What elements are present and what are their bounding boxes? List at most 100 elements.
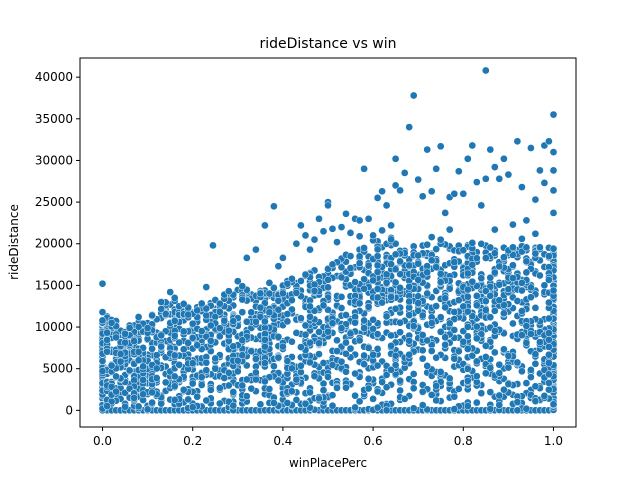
data-point — [518, 307, 526, 315]
data-point — [445, 319, 454, 328]
data-point — [504, 170, 513, 179]
data-point — [414, 259, 423, 268]
data-point — [148, 388, 156, 397]
data-point — [107, 318, 116, 327]
data-point — [179, 385, 188, 394]
data-point — [427, 319, 436, 327]
data-point — [103, 402, 111, 410]
data-point — [175, 360, 184, 369]
data-point — [427, 347, 436, 355]
data-point — [103, 336, 111, 344]
data-point — [306, 302, 314, 311]
x-axis: 0.0 0.2 0.4 0.6 0.8 1.0 — [93, 427, 563, 448]
data-point — [170, 331, 179, 340]
data-point — [405, 297, 414, 306]
data-point — [495, 174, 504, 183]
data-point — [536, 271, 544, 280]
data-point — [418, 346, 427, 355]
data-point — [369, 231, 377, 240]
data-point — [396, 257, 404, 266]
data-point — [283, 279, 292, 288]
data-point — [414, 175, 423, 184]
x-axis-label: winPlacePerc — [289, 456, 367, 470]
data-point — [265, 385, 274, 393]
data-point — [143, 324, 152, 332]
data-point — [229, 342, 238, 351]
data-point — [152, 351, 161, 359]
data-point — [418, 311, 427, 320]
data-point — [112, 372, 120, 381]
data-point — [545, 329, 553, 337]
data-point — [197, 373, 206, 381]
data-point — [364, 375, 373, 383]
data-point — [463, 345, 472, 353]
data-point — [486, 273, 495, 282]
data-point — [261, 335, 269, 344]
data-point — [500, 385, 508, 394]
data-point — [274, 376, 283, 385]
data-point — [436, 327, 445, 336]
data-point — [202, 283, 211, 291]
data-point — [481, 369, 490, 378]
data-point — [351, 278, 359, 286]
data-point — [509, 319, 517, 328]
data-point — [238, 308, 247, 317]
data-point — [454, 347, 463, 356]
data-point — [342, 349, 350, 358]
data-point — [274, 262, 283, 271]
data-point — [396, 270, 404, 278]
data-point — [270, 202, 278, 211]
data-point — [405, 350, 414, 359]
data-point — [391, 154, 400, 163]
data-point — [418, 354, 427, 363]
data-point — [405, 123, 414, 131]
data-point — [382, 312, 391, 321]
data-point — [463, 269, 472, 278]
data-point — [472, 398, 481, 407]
data-point — [274, 353, 283, 362]
data-point — [310, 280, 319, 289]
data-point — [423, 268, 432, 277]
data-point — [549, 166, 558, 175]
data-point — [134, 402, 143, 411]
data-point — [500, 154, 508, 163]
data-point — [215, 307, 224, 316]
data-point — [179, 345, 188, 354]
data-point — [152, 374, 161, 382]
data-point — [319, 386, 328, 395]
data-point — [463, 323, 472, 331]
x-tick-label: 0.2 — [183, 434, 202, 448]
data-point — [103, 347, 111, 356]
data-point — [549, 286, 558, 295]
data-point — [206, 321, 215, 330]
data-point — [549, 110, 558, 119]
data-point — [112, 333, 120, 342]
data-point — [527, 283, 535, 292]
data-point — [373, 293, 382, 302]
data-point — [220, 374, 229, 382]
data-point — [436, 270, 445, 278]
data-point — [500, 253, 508, 262]
data-point — [490, 225, 499, 234]
data-point — [152, 364, 161, 373]
data-point — [315, 394, 323, 403]
data-point — [423, 240, 432, 249]
data-point — [360, 324, 368, 332]
data-point — [531, 229, 540, 238]
data-point — [414, 299, 423, 307]
data-point — [418, 387, 427, 396]
data-point — [224, 381, 233, 390]
data-point — [481, 353, 490, 361]
data-point — [364, 214, 373, 223]
data-point — [545, 350, 553, 359]
data-point — [242, 375, 251, 384]
data-point — [261, 342, 269, 351]
data-point — [355, 299, 364, 308]
data-point — [197, 299, 206, 308]
data-point — [454, 167, 463, 176]
data-point — [229, 388, 238, 396]
data-point — [396, 376, 404, 385]
data-point — [490, 348, 499, 357]
data-point — [215, 299, 224, 308]
data-point — [346, 344, 355, 353]
